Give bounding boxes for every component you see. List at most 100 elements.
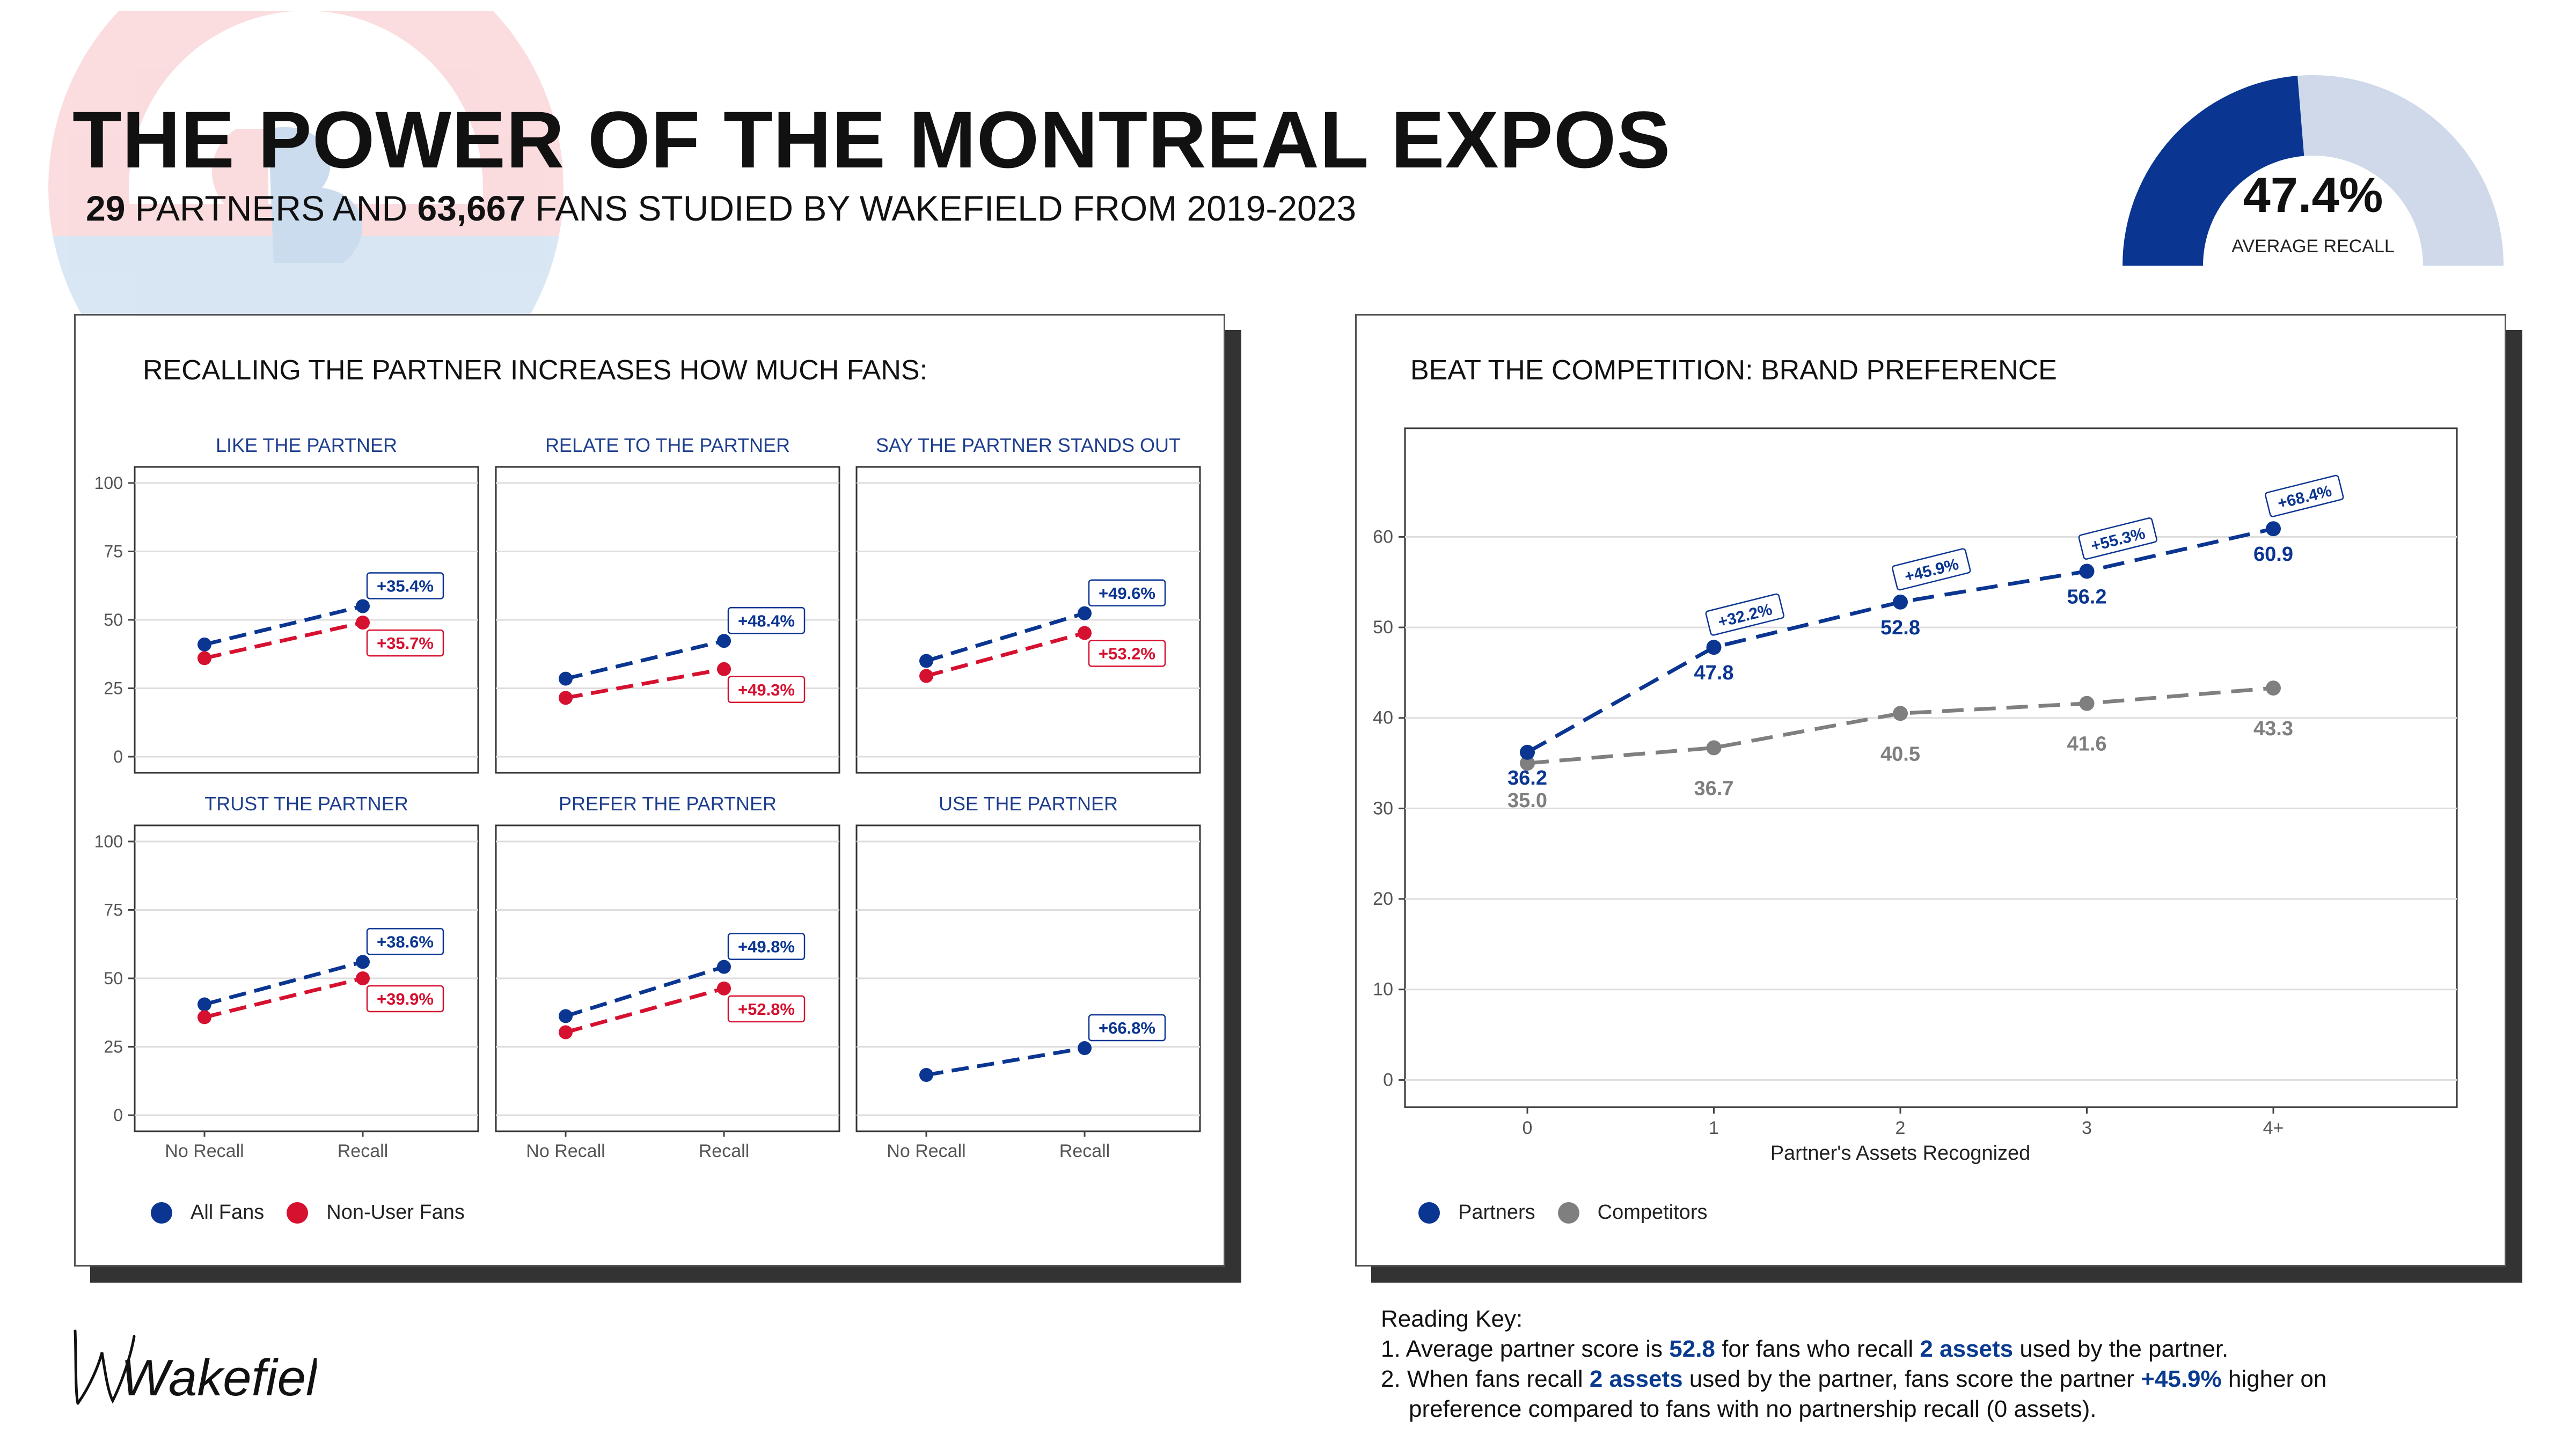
legend-label-non-user: Non-User Fans <box>326 1201 465 1224</box>
gauge-value: 47.4% <box>2243 168 2383 223</box>
data-point <box>197 651 211 665</box>
rk1-e: used by the partner. <box>2013 1336 2229 1362</box>
fans-count: 63,667 <box>417 188 526 228</box>
partners-value-label: 56.2 <box>2067 586 2107 608</box>
lift-label-box <box>1088 640 1166 667</box>
competitors-value-label: 43.3 <box>2253 718 2293 740</box>
series-line <box>204 620 363 660</box>
y-tick-label: 30 <box>1373 798 1393 818</box>
lift-label-box <box>727 933 806 960</box>
competitors-value-label: 35.0 <box>1507 789 1547 812</box>
series-line <box>565 986 724 1034</box>
wakefield-logo-text: Wakefield <box>121 1349 317 1407</box>
y-tick-label: 50 <box>104 969 123 988</box>
lift-label-box <box>727 995 806 1023</box>
data-point <box>1078 1041 1092 1056</box>
data-point <box>559 1009 573 1023</box>
competitors-value-label: 40.5 <box>1880 743 1920 765</box>
y-tick-label: 0 <box>113 747 123 766</box>
data-point <box>197 1010 211 1024</box>
lift-label: +48.4% <box>738 611 795 630</box>
right-panel-title: BEAT THE COMPETITION: BRAND PREFERENCE <box>1410 355 2057 386</box>
rk2-a: 2. When fans recall <box>1381 1366 1590 1392</box>
y-tick-label: 25 <box>104 1037 123 1057</box>
data-point <box>559 671 573 686</box>
lift-label-box <box>366 629 444 657</box>
data-point <box>919 669 933 683</box>
lift-label: +49.3% <box>738 680 795 699</box>
rk2-e: higher on <box>2221 1366 2327 1392</box>
page-title: THE POWER OF THE MONTREAL EXPOS <box>72 94 1671 185</box>
x-tick-label: No Recall <box>165 1141 244 1161</box>
reading-key-line-3: preference compared to fans with no part… <box>1409 1396 2097 1422</box>
partners-point <box>2266 521 2281 537</box>
legend-dot-partners <box>1418 1202 1440 1224</box>
partners-point <box>2079 564 2095 579</box>
rk1-b: 52.8 <box>1669 1336 1715 1362</box>
y-tick-label: 40 <box>1373 708 1393 728</box>
partners-point <box>1706 640 1722 655</box>
gauge-caption: AVERAGE RECALL <box>2231 236 2395 257</box>
partners-value-label: 47.8 <box>1694 662 1734 684</box>
y-tick-label: 75 <box>104 901 123 920</box>
competitors-point <box>1893 706 1908 721</box>
lift-label-box <box>366 572 444 599</box>
lift-label-box <box>366 928 444 955</box>
series-line <box>565 965 725 1018</box>
average-recall-gauge: 47.4% AVERAGE RECALL <box>2123 75 2504 266</box>
facet-title: RELATE TO THE PARTNER <box>545 434 790 456</box>
partners-point <box>1893 594 1908 610</box>
x-tick-label: Recall <box>699 1141 749 1161</box>
data-point <box>717 960 731 974</box>
y-tick-label: 100 <box>94 832 123 851</box>
lift-label-box <box>1705 593 1784 636</box>
page-subtitle: 29 PARTNERS AND 63,667 FANS STUDIED BY W… <box>86 191 1356 226</box>
x-tick-label: 0 <box>1523 1118 1533 1138</box>
right-legend: Partners Competitors <box>1418 1201 1707 1224</box>
lift-label: +52.8% <box>738 1000 795 1019</box>
rk1-d: 2 assets <box>1920 1336 2014 1362</box>
x-tick-label: Recall <box>338 1141 388 1161</box>
y-tick-label: 50 <box>1373 617 1393 638</box>
data-point <box>356 616 370 630</box>
series-line <box>925 611 1086 663</box>
lift-label-box <box>2265 474 2344 517</box>
right-panel: BEAT THE COMPETITION: BRAND PREFERENCE 0… <box>1355 314 2506 1267</box>
series-line <box>204 976 363 1019</box>
competitors-point <box>2079 696 2095 711</box>
partners-value-label: 60.9 <box>2253 543 2293 566</box>
lift-label-box <box>1088 1014 1166 1042</box>
reading-key-line-2: 2. When fans recall 2 assets used by the… <box>1381 1364 2326 1394</box>
data-point <box>1078 606 1092 620</box>
facet-title: TRUST THE PARTNER <box>204 793 408 815</box>
lift-label: +49.6% <box>1099 584 1155 603</box>
partners-value-label: 36.2 <box>1507 767 1547 789</box>
legend-dot-all-fans <box>151 1202 172 1224</box>
data-point <box>559 691 573 705</box>
lift-label: +53.2% <box>1099 644 1155 663</box>
lift-label: +35.4% <box>377 577 434 596</box>
y-tick-label: 75 <box>104 542 123 561</box>
y-tick-label: 50 <box>104 610 123 630</box>
x-tick-label: 1 <box>1709 1118 1719 1138</box>
partners-point <box>1520 744 1535 760</box>
series-line <box>204 604 363 647</box>
legend-dot-competitors <box>1557 1202 1579 1224</box>
x-tick-label: 3 <box>2082 1118 2092 1138</box>
reading-key-line-1: 1. Average partner score is 52.8 for fan… <box>1381 1334 2326 1364</box>
data-point <box>717 662 731 676</box>
facet-charts: LIKE THE PARTNER 0 25 50 75 100 +35.4% +35.7% RE… <box>94 434 1201 1161</box>
partners-value-label: 52.8 <box>1880 617 1920 639</box>
y-tick-label: 25 <box>104 679 123 698</box>
data-point <box>1078 626 1092 640</box>
plot-frame <box>1404 427 2458 1108</box>
lift-label-box <box>2078 517 2157 560</box>
lift-label-box <box>727 676 806 704</box>
partners-count: 29 <box>86 188 126 228</box>
facet-title: LIKE THE PARTNER <box>216 434 397 456</box>
data-point <box>717 981 731 996</box>
y-tick-label: 0 <box>113 1106 123 1125</box>
legend-label-all-fans: All Fans <box>191 1201 265 1224</box>
data-point <box>717 634 731 648</box>
legend-label-partners: Partners <box>1458 1201 1535 1224</box>
